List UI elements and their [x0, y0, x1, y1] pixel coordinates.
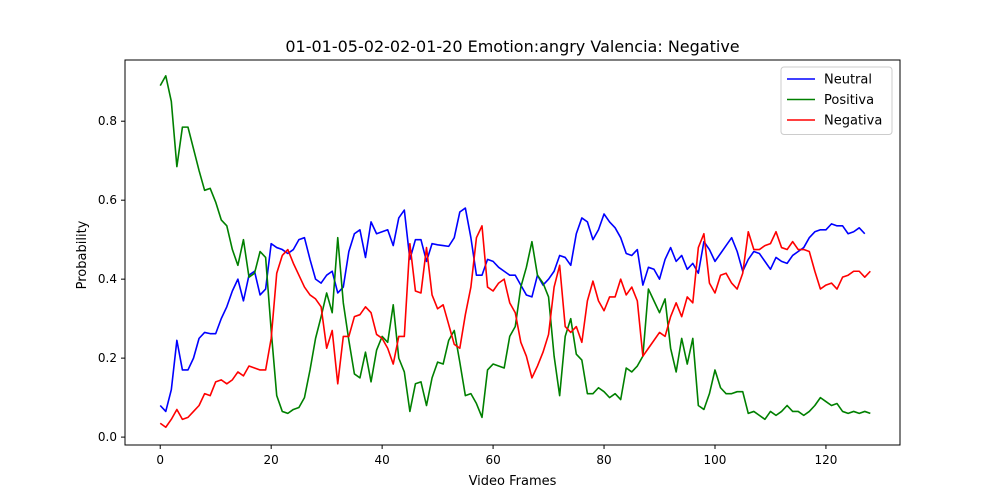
- chart-title: 01-01-05-02-02-01-20 Emotion:angry Valen…: [285, 37, 739, 56]
- y-tick-label: 0.2: [98, 351, 117, 365]
- series-line-positiva: [159, 74, 871, 421]
- x-tick-label: 40: [374, 453, 389, 467]
- y-tick-label: 0.0: [98, 430, 117, 444]
- x-axis-label: Video Frames: [469, 474, 557, 489]
- x-tick-label: 0: [156, 453, 164, 467]
- y-tick-label: 0.6: [98, 193, 117, 207]
- legend-label-negativa: Negativa: [824, 114, 882, 129]
- x-tick-label: 120: [814, 453, 837, 467]
- legend-box: [780, 66, 893, 135]
- series-lines: [159, 74, 871, 429]
- series-line-negativa: [159, 225, 871, 429]
- legend-label-neutral: Neutral: [824, 73, 872, 88]
- series-line-neutral: [159, 207, 866, 413]
- y-tick-label: 0.4: [98, 272, 117, 286]
- plot-area-frame: [124, 59, 901, 446]
- legend: Neutral Positiva Negativa: [780, 66, 893, 135]
- x-tick-label: 80: [596, 453, 611, 467]
- x-tick-label: 20: [264, 453, 279, 467]
- y-axis-label: Probability: [75, 220, 90, 289]
- y-tick-label: 0.8: [98, 114, 117, 128]
- x-axis-ticks: 0 20 40 60 80 100 120: [156, 445, 837, 467]
- x-tick-label: 60: [485, 453, 500, 467]
- y-axis-ticks: 0.0 0.2 0.4 0.6 0.8: [98, 114, 125, 444]
- x-tick-label: 100: [704, 453, 727, 467]
- legend-label-positiva: Positiva: [824, 93, 874, 108]
